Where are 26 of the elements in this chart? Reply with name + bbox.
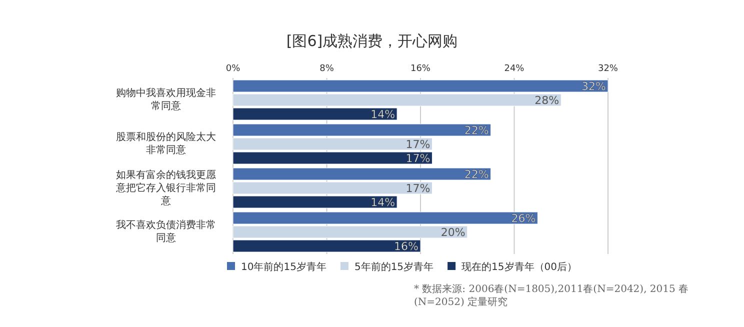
y-tick-label: 我不喜欢负债消费非常同意 xyxy=(116,219,216,245)
data-label: 22% xyxy=(464,168,489,181)
data-label: 26% xyxy=(511,212,536,225)
data-label: 22% xyxy=(464,124,489,137)
data-label: 14% xyxy=(370,196,396,209)
x-tick-label: 24% xyxy=(504,64,525,74)
y-tick-label: 股票和股份的风险太大非常同意 xyxy=(116,131,216,157)
x-tick-label: 32% xyxy=(598,64,618,74)
data-label: 14% xyxy=(370,108,396,121)
data-label: 20% xyxy=(440,226,466,239)
y-tick-label: 购物中我喜欢用现金非常同意 xyxy=(116,87,216,113)
data-label: 32% xyxy=(582,80,606,93)
data-label: 17% xyxy=(406,182,430,195)
data-label: 17% xyxy=(406,138,430,151)
text: * 数据来源: 2006春(N=1805),2011春(N=2042), 2015 春(N=2052) 定量研究 xyxy=(414,283,690,309)
legend-label: 5年前的15岁青年 xyxy=(354,261,434,273)
data-label: 16% xyxy=(394,240,418,253)
data-label: 17% xyxy=(406,152,430,165)
x-tick-label: 16% xyxy=(410,64,431,74)
x-tick-label: 0% xyxy=(226,64,241,74)
legend-label: 10年前的15岁青年 xyxy=(241,261,326,273)
data-label: 28% xyxy=(534,94,560,107)
chart-title: [图6]成熟消费，开心网购 xyxy=(286,32,458,50)
y-tick-label: 如果有富余的钱我更愿意把它存入银行非常同意 xyxy=(116,168,216,208)
x-tick-label: 8% xyxy=(320,64,334,74)
legend-label: 现在的15岁青年（00后） xyxy=(462,261,577,273)
